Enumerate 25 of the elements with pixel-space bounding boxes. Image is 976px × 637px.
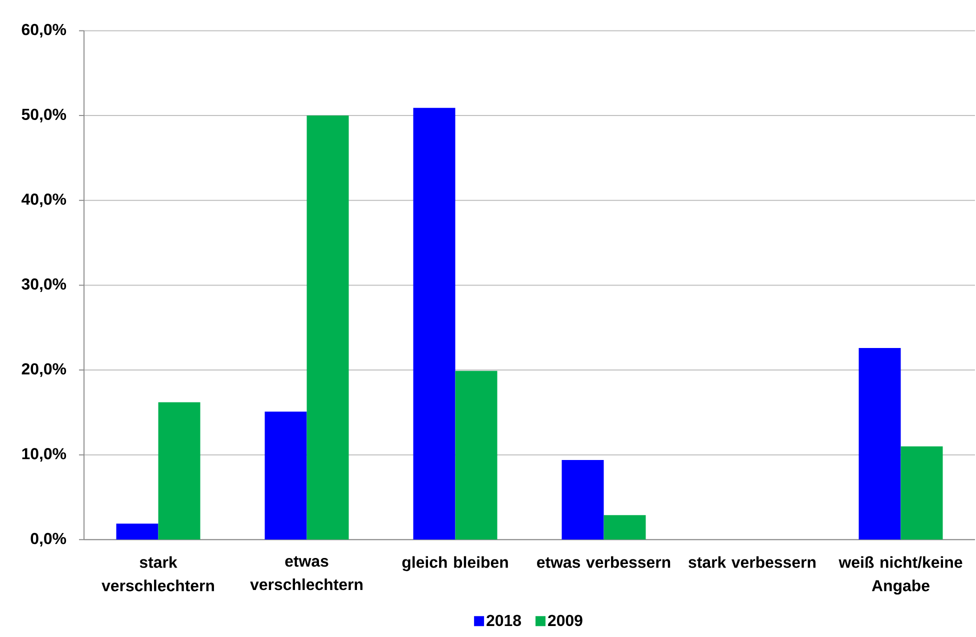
x-tick-label: gleich bleiben: [402, 556, 508, 572]
y-tick-label: 50,0%: [22, 108, 66, 122]
bar: [858, 348, 901, 540]
bar: [562, 460, 604, 540]
bar: [413, 108, 456, 540]
bar: [158, 402, 200, 540]
y-tick-label: 10,0%: [22, 448, 66, 462]
bar: [900, 446, 943, 540]
x-tick-label: stark verbessern: [688, 556, 816, 568]
bar: [604, 515, 646, 540]
bar: [264, 412, 307, 540]
x-tick-label: etwas verbessern: [537, 556, 670, 568]
x-tick-label: weiß nicht/keine Angabe: [838, 556, 962, 595]
bar: [455, 370, 498, 540]
x-tick-label: stark verschlechtern: [102, 556, 214, 592]
y-tick-label: 0,0%: [30, 532, 66, 546]
bar: [116, 524, 158, 540]
x-tick-label: etwas verschlechtern: [250, 556, 362, 590]
legend-label: 2018: [486, 614, 522, 626]
y-tick-label: 40,0%: [22, 194, 66, 208]
y-tick-label: 20,0%: [22, 363, 66, 377]
legend-label: 2009: [548, 614, 582, 626]
y-tick-label: 30,0%: [22, 278, 66, 292]
bar: [306, 116, 349, 540]
y-tick-label: 60,0%: [22, 24, 66, 38]
